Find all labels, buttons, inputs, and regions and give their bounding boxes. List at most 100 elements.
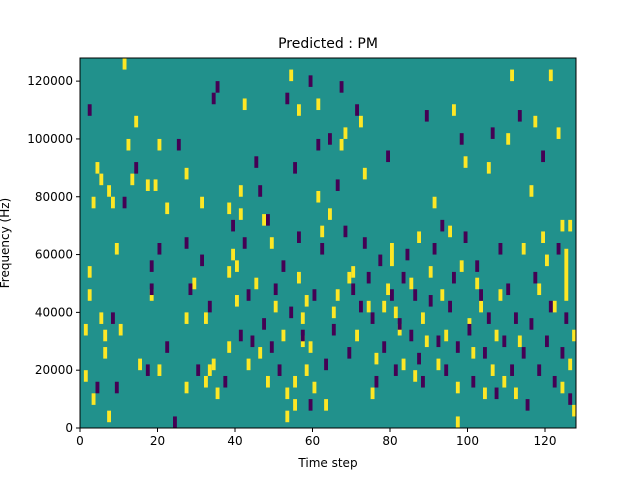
heatmap-cell-low [335, 179, 340, 191]
heatmap-cell-low [359, 300, 363, 313]
heatmap-cell-high [184, 381, 189, 394]
heatmap-cell-high [324, 399, 328, 411]
heatmap-cell-high [103, 347, 108, 359]
heatmap-cell-high [266, 375, 270, 388]
heatmap-cell-high [560, 381, 565, 394]
heatmap-cell-low [269, 341, 274, 353]
heatmap-cell-high [157, 364, 162, 376]
heatmap-cell-high [238, 208, 243, 220]
heatmap-cell-low [552, 375, 557, 388]
heatmap-cell-low [421, 375, 425, 388]
heatmap-cell-low [529, 318, 534, 330]
heatmap-cell-high [312, 381, 317, 394]
x-tick-label: 20 [150, 434, 165, 448]
heatmap-cell-high [87, 266, 92, 278]
heatmap-cell-low [545, 335, 549, 348]
heatmap-cell-low [486, 312, 491, 324]
heatmap-cell-high [316, 98, 321, 111]
heatmap-cell-low [320, 243, 325, 255]
heatmap-cell-high [448, 225, 452, 238]
x-tick-label: 40 [227, 434, 242, 448]
heatmap-cell-low [533, 271, 538, 284]
heatmap-cell-high [494, 329, 499, 342]
heatmap-cell-high [231, 248, 235, 261]
heatmap-cell-low [467, 323, 472, 336]
heatmap-cell-high [514, 387, 518, 400]
heatmap-cell-high [568, 219, 573, 232]
heatmap-cell-high [87, 289, 92, 301]
heatmap-cell-low [417, 352, 421, 365]
heatmap-cell-high [471, 347, 476, 359]
heatmap-cell-high [281, 329, 286, 342]
heatmap-cell-low [401, 271, 406, 284]
heatmap-cell-high [83, 370, 88, 382]
heatmap-cell-low [95, 381, 100, 394]
heatmap-cell-low [165, 341, 170, 353]
heatmap-cell-high [227, 341, 232, 353]
heatmap-cell-low [436, 335, 441, 348]
heatmap-cell-low [300, 329, 305, 342]
heatmap-cell-low [444, 364, 449, 376]
heatmap-cell-high [103, 329, 108, 342]
heatmap-cell-low [483, 347, 487, 359]
heatmap-cell-high [393, 306, 398, 319]
x-axis-label: Time step [297, 456, 357, 470]
heatmap-cell-high [111, 196, 115, 209]
chart-title: Predicted : PM [278, 36, 378, 52]
heatmap-cell-low [351, 283, 356, 296]
heatmap-cell-high [475, 277, 480, 290]
y-tick-label: 120000 [27, 74, 73, 88]
heatmap-cell-low [293, 162, 297, 174]
heatmap-cell-high [556, 127, 561, 139]
heatmap-cell-high [440, 289, 445, 301]
heatmap-cell-high [258, 347, 263, 359]
heatmap-cell-low [393, 364, 398, 376]
heatmap-cell-high [211, 358, 216, 371]
heatmap-cell-low [386, 150, 390, 163]
heatmap-cell-high [351, 266, 356, 278]
heatmap-cell-high [300, 312, 305, 324]
heatmap-cell-high [122, 58, 127, 70]
heatmap-cell-high [343, 127, 348, 139]
y-tick-label: 0 [65, 421, 73, 435]
heatmap-cell-low [176, 138, 181, 151]
heatmap-cell-low [448, 300, 452, 313]
heatmap-cell-high [463, 156, 468, 168]
heatmap-cell-high [510, 69, 514, 82]
heatmap-cell-low [111, 312, 115, 324]
heatmap-cell-low [242, 237, 247, 249]
heatmap-cell-high [374, 352, 379, 365]
heatmap-cell-low [331, 323, 336, 336]
heatmap-cell-high [184, 167, 189, 180]
heatmap-cell-high [285, 387, 290, 400]
y-tick-label: 100000 [27, 132, 73, 146]
heatmap-cell-low [262, 318, 266, 330]
heatmap-cell-high [362, 167, 367, 180]
heatmap-cell-high [293, 375, 297, 388]
heatmap-cell-low [173, 416, 177, 428]
heatmap-cell-low [223, 375, 228, 388]
heatmap-cell-low [281, 260, 286, 272]
heatmap-cell-high [428, 266, 433, 278]
heatmap-cell-high [533, 115, 538, 128]
heatmap-cell-high [455, 381, 460, 394]
heatmap-cell-high [200, 196, 204, 209]
x-tick-label: 60 [305, 434, 320, 448]
heatmap-cell-high [215, 387, 220, 400]
heatmap-cell-low [289, 306, 294, 319]
heatmap-cell-high [335, 289, 340, 301]
x-tick-label: 0 [76, 434, 84, 448]
heatmap-cell-low [196, 364, 201, 376]
y-tick-label: 20000 [35, 363, 73, 377]
heatmap-cell-high [479, 300, 483, 313]
heatmap-cell-high [145, 179, 150, 191]
heatmap-cell-high [568, 358, 573, 371]
heatmap-cell-high [560, 219, 565, 232]
heatmap-cell-low [87, 104, 92, 116]
heatmap-cell-high [204, 375, 208, 388]
heatmap-cell-high [444, 329, 449, 342]
heatmap-cell-low [378, 254, 383, 267]
heatmap-cell-low [537, 364, 542, 376]
heatmap-cell-high [548, 69, 553, 82]
